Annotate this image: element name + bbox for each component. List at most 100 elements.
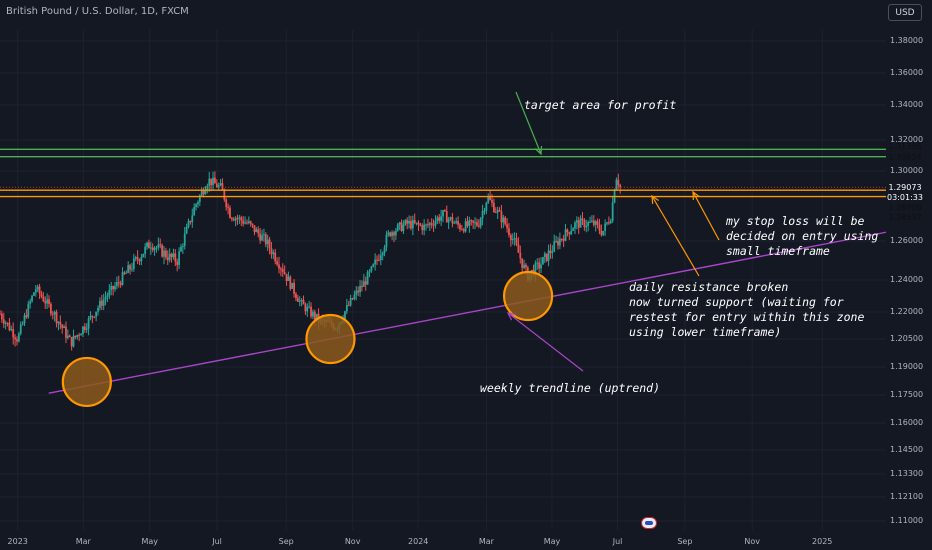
candle-body xyxy=(72,335,75,347)
candle-body xyxy=(215,183,218,188)
candle-body xyxy=(509,235,512,241)
candle-body xyxy=(2,319,5,324)
candle-body xyxy=(157,244,160,248)
candle-body xyxy=(464,221,467,232)
candle-body xyxy=(491,199,493,203)
candle-body xyxy=(432,224,435,226)
candle-body xyxy=(187,220,190,227)
candle-body xyxy=(155,247,158,249)
candle-body xyxy=(417,222,420,225)
candle-body xyxy=(502,217,505,223)
candle-body xyxy=(481,211,484,219)
candle-body xyxy=(498,210,501,212)
candle-body xyxy=(210,178,213,186)
candle-body xyxy=(364,281,367,285)
candle-body xyxy=(562,238,565,241)
candle-body xyxy=(543,253,546,258)
candle-body xyxy=(191,215,194,223)
candle-body xyxy=(345,304,348,312)
candle-body xyxy=(247,221,250,223)
candle-body xyxy=(615,179,618,190)
x-tick-label: May xyxy=(141,537,158,546)
candle-body xyxy=(378,259,380,261)
candle-body xyxy=(453,222,456,224)
candle-body xyxy=(313,311,316,320)
candle-body xyxy=(447,218,450,223)
candle-body xyxy=(579,218,582,228)
candle-body xyxy=(38,286,41,294)
candle-body xyxy=(506,224,508,229)
price-tag-target-upper: 1.31396 xyxy=(888,142,922,151)
candle-body xyxy=(619,185,622,188)
candle-body xyxy=(102,299,105,306)
y-tick-label: 1.11000 xyxy=(890,516,924,525)
candle-body xyxy=(468,220,471,226)
candle-body xyxy=(132,258,135,269)
candle-body xyxy=(402,224,405,232)
candle-body xyxy=(25,315,28,318)
y-tick-label: 1.38000 xyxy=(890,36,924,45)
candle-body xyxy=(523,264,525,268)
candle-body xyxy=(200,190,203,196)
candle-body xyxy=(230,217,233,220)
candle-body xyxy=(577,220,580,228)
candle-body xyxy=(564,229,567,241)
candle-body xyxy=(525,264,527,268)
y-tick-label: 1.13300 xyxy=(890,469,924,478)
candle-body xyxy=(560,238,563,240)
candle-body xyxy=(249,221,252,224)
candle-body xyxy=(609,220,612,223)
annotation-support: daily resistance broken now turned suppo… xyxy=(629,280,865,339)
candle-body xyxy=(153,247,156,251)
candle-body xyxy=(585,225,588,228)
candle-body xyxy=(362,281,365,287)
candle-body xyxy=(80,334,82,336)
candle-body xyxy=(51,313,54,315)
candle-body xyxy=(4,322,7,324)
candle-body xyxy=(46,299,49,304)
candle-body xyxy=(594,221,597,225)
candle-body xyxy=(289,276,292,289)
candle-body xyxy=(372,264,375,267)
candle-body xyxy=(197,202,199,205)
candle-body xyxy=(545,253,548,261)
candle-body xyxy=(12,329,15,338)
candle-body xyxy=(108,289,111,296)
candle-body xyxy=(592,220,595,225)
candle-body xyxy=(68,335,71,338)
candle-body xyxy=(266,239,269,245)
y-tick-label: 1.30000 xyxy=(890,166,924,175)
candle-body xyxy=(161,245,164,257)
candle-body xyxy=(206,185,209,191)
candle-body xyxy=(293,282,295,294)
candle-body xyxy=(33,292,35,296)
candle-body xyxy=(49,304,52,314)
candle-body xyxy=(436,217,439,221)
candle-body xyxy=(63,326,65,328)
candle-body xyxy=(57,321,60,324)
candle-body xyxy=(281,268,284,273)
currency-button[interactable]: USD xyxy=(888,4,922,21)
candle-body xyxy=(31,295,33,302)
candle-body xyxy=(413,220,416,224)
candle-body xyxy=(455,221,458,223)
y-tick-label: 1.32000 xyxy=(890,135,924,144)
annotation-stop-loss: my stop loss will be decided on entry us… xyxy=(726,214,879,258)
x-tick-label: Sep xyxy=(278,537,294,546)
candle-body xyxy=(164,250,167,258)
candle-body xyxy=(34,289,37,293)
candle-body xyxy=(566,229,569,233)
candle-body xyxy=(549,250,552,253)
candle-body xyxy=(451,217,454,224)
candle-body xyxy=(236,218,239,220)
flag-icon[interactable] xyxy=(641,517,657,529)
candle-body xyxy=(195,204,197,208)
candle-body xyxy=(29,301,32,304)
candle-body xyxy=(274,252,277,262)
candle-body xyxy=(383,247,386,253)
candle-body xyxy=(587,222,590,226)
candle-body xyxy=(300,300,303,302)
candle-body xyxy=(117,282,120,284)
candle-body xyxy=(285,273,288,281)
